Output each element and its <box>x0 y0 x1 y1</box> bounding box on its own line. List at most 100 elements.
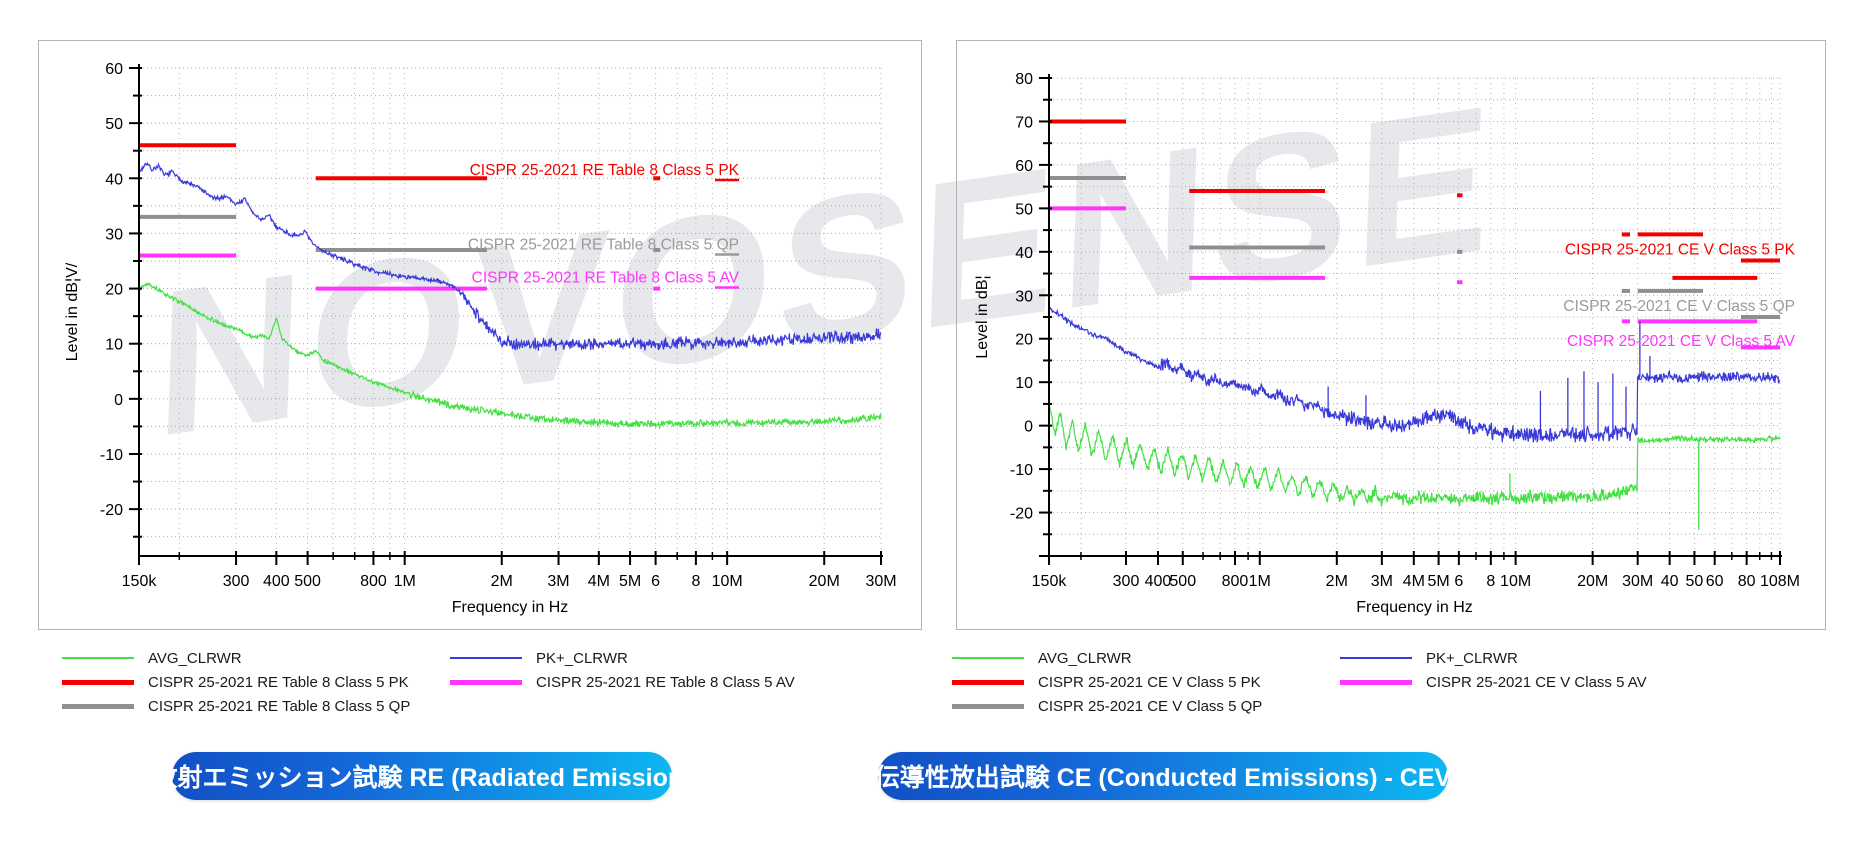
svg-text:50: 50 <box>1686 573 1704 590</box>
ce-spectrum-chart: CISPR 25-2021 CE V Class 5 PK CISPR 25-20… <box>974 71 1800 616</box>
legend-item: CISPR 25-2021 RE Table 8 Class 5 QP <box>62 694 450 718</box>
x-axis-title: Frequency in Hz <box>452 599 569 616</box>
svg-text:CISPR 25-2021 RE Table 8 Class: CISPR 25-2021 RE Table 8 Class 5 QP <box>468 236 739 253</box>
limit-label-pk: CISPR 25-2021 RE Table 8 Class 5 PK <box>470 162 740 182</box>
legend-label: CISPR 25-2021 CE V Class 5 PK <box>1038 673 1261 691</box>
svg-text:80: 80 <box>1738 573 1756 590</box>
legend-item: AVG_CLRWR <box>952 646 1340 670</box>
svg-text:8: 8 <box>691 573 700 590</box>
svg-text:20M: 20M <box>809 573 840 590</box>
svg-text:20: 20 <box>105 282 123 299</box>
svg-text:300: 300 <box>1113 573 1140 590</box>
legend-item: PK+_CLRWR <box>450 646 795 670</box>
svg-text:-20: -20 <box>100 502 123 519</box>
legend-swatch <box>1340 657 1412 659</box>
svg-text:50: 50 <box>1015 201 1033 218</box>
svg-text:CISPR 25-2021 CE V Class 5 QP: CISPR 25-2021 CE V Class 5 QP <box>1563 298 1795 315</box>
legend-swatch <box>450 657 522 659</box>
svg-text:40: 40 <box>105 171 123 188</box>
limit-label-av: CISPR 25-2021 RE Table 8 Class 5 AV <box>472 270 740 289</box>
legend-label: CISPR 25-2021 CE V Class 5 QP <box>1038 697 1263 715</box>
svg-text:60: 60 <box>105 61 123 78</box>
svg-text:30M: 30M <box>865 573 896 590</box>
svg-text:10M: 10M <box>1500 573 1531 590</box>
legend-item: CISPR 25-2021 RE Table 8 Class 5 AV <box>450 670 795 694</box>
grid <box>1049 77 1781 557</box>
svg-text:800: 800 <box>360 573 387 590</box>
legend-label: CISPR 25-2021 RE Table 8 Class 5 QP <box>148 697 411 715</box>
svg-text:150k: 150k <box>122 573 158 590</box>
svg-text:30: 30 <box>1015 288 1033 305</box>
svg-text:CISPR 25-2021 CE V Class 5 PK: CISPR 25-2021 CE V Class 5 PK <box>1565 242 1796 259</box>
svg-text:30M: 30M <box>1622 573 1653 590</box>
legend-swatch <box>450 679 522 685</box>
legend-swatch <box>62 679 134 685</box>
svg-text:800: 800 <box>1222 573 1249 590</box>
svg-text:20: 20 <box>1015 332 1033 349</box>
svg-text:2M: 2M <box>491 573 513 590</box>
ce-legend: AVG_CLRWR CISPR 25-2021 CE V Class 5 PK CI… <box>952 646 1647 718</box>
legend-swatch <box>62 657 134 659</box>
limit-line-pk <box>139 143 661 181</box>
re-chart-panel: CISPR 25-2021 RE Table 8 Class 5 PK CISPR… <box>38 40 922 630</box>
legend-item: AVG_CLRWR <box>62 646 450 670</box>
svg-text:4M: 4M <box>588 573 610 590</box>
svg-text:0: 0 <box>1024 419 1033 436</box>
grid <box>139 67 882 556</box>
svg-text:6: 6 <box>651 573 660 590</box>
legend-item: CISPR 25-2021 CE V Class 5 QP <box>952 694 1340 718</box>
legend-item: CISPR 25-2021 CE V Class 5 PK <box>952 670 1340 694</box>
limit-label-qp: CISPR 25-2021 CE V Class 5 QP <box>1563 298 1795 315</box>
legend-column: AVG_CLRWR CISPR 25-2021 CE V Class 5 PK CI… <box>952 646 1340 718</box>
legend-label: AVG_CLRWR <box>148 649 242 667</box>
y-axis-title: Level in dB¦V/ <box>64 262 81 361</box>
legend-swatch <box>952 679 1024 685</box>
legend-item: PK+_CLRWR <box>1340 646 1647 670</box>
legend-swatch <box>62 703 134 709</box>
limit-label-qp: CISPR 25-2021 RE Table 8 Class 5 QP <box>468 236 739 256</box>
ce-title-banner: 伝導性放出試験 CE (Conducted Emissions) - CEV <box>875 752 1451 800</box>
legend-item: CISPR 25-2021 RE Table 8 Class 5 PK <box>62 670 450 694</box>
limit-line-qp <box>1049 175 1780 319</box>
svg-text:-20: -20 <box>1010 506 1033 523</box>
legend-label: CISPR 25-2021 RE Table 8 Class 5 PK <box>148 673 409 691</box>
limit-line-qp <box>139 214 661 252</box>
pk-trace <box>1048 306 1781 444</box>
limit-line-av <box>139 253 661 291</box>
svg-text:0: 0 <box>114 392 123 409</box>
x-axis-title: Frequency in Hz <box>1356 599 1473 616</box>
svg-text:5M: 5M <box>619 573 641 590</box>
svg-text:40: 40 <box>1015 245 1033 262</box>
svg-text:10M: 10M <box>712 573 743 590</box>
limit-label-av: CISPR 25-2021 CE V Class 5 AV <box>1567 333 1796 350</box>
re-spectrum-chart: CISPR 25-2021 RE Table 8 Class 5 PK CISPR… <box>64 61 897 616</box>
svg-text:50: 50 <box>105 116 123 133</box>
svg-text:8: 8 <box>1486 573 1495 590</box>
svg-text:500: 500 <box>1169 573 1196 590</box>
svg-text:5M: 5M <box>1427 573 1449 590</box>
legend-label: CISPR 25-2021 CE V Class 5 AV <box>1426 673 1647 691</box>
legend-column: PK+_CLRWR CISPR 25-2021 CE V Class 5 AV <box>1340 646 1647 718</box>
svg-text:60: 60 <box>1015 158 1033 175</box>
svg-text:500: 500 <box>294 573 321 590</box>
svg-text:400: 400 <box>263 573 290 590</box>
svg-text:-10: -10 <box>1010 462 1033 479</box>
axes: 60 50 40 30 20 10 0 -10 -20 150k 300 400 500 800 1M 2M 3… <box>100 61 897 590</box>
svg-text:4M: 4M <box>1403 573 1425 590</box>
svg-text:CISPR 25-2021 RE Table 8 Class: CISPR 25-2021 RE Table 8 Class 5 AV <box>472 270 740 287</box>
svg-text:108M: 108M <box>1760 573 1800 590</box>
legend-swatch <box>952 657 1024 659</box>
svg-text:150k: 150k <box>1032 573 1068 590</box>
limit-line-av <box>1049 206 1780 350</box>
legend-swatch <box>952 703 1024 709</box>
legend-label: PK+_CLRWR <box>536 649 628 667</box>
legend-column: AVG_CLRWR CISPR 25-2021 RE Table 8 Class … <box>62 646 450 718</box>
svg-text:300: 300 <box>223 573 250 590</box>
svg-text:-10: -10 <box>100 447 123 464</box>
svg-text:30: 30 <box>105 226 123 243</box>
svg-text:6: 6 <box>1454 573 1463 590</box>
legend-item: CISPR 25-2021 CE V Class 5 AV <box>1340 670 1647 694</box>
svg-text:40: 40 <box>1661 573 1679 590</box>
limit-label-pk: CISPR 25-2021 CE V Class 5 PK <box>1565 242 1796 259</box>
